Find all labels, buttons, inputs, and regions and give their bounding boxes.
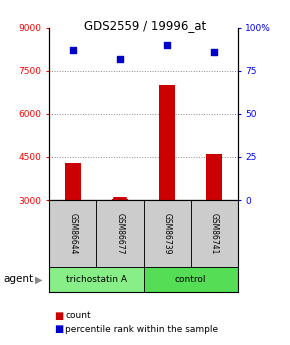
Text: ■: ■ [54, 325, 63, 334]
Text: GSM86677: GSM86677 [115, 213, 124, 255]
Text: control: control [175, 275, 206, 284]
Bar [96, 200, 144, 267]
Bar [112, 199, 128, 200]
Bar [206, 154, 222, 200]
Bar [65, 163, 81, 200]
Bar [144, 200, 191, 267]
Text: count: count [65, 311, 91, 320]
Bar [144, 267, 238, 292]
Point [118, 56, 122, 61]
Point [70, 47, 75, 53]
Text: ▶: ▶ [35, 275, 43, 284]
Text: percentile rank within the sample: percentile rank within the sample [65, 325, 218, 334]
Text: ■: ■ [54, 311, 63, 321]
Point [165, 42, 169, 48]
Bar [49, 267, 144, 292]
Text: GSM86739: GSM86739 [163, 213, 172, 255]
Point [212, 49, 217, 55]
Bar [191, 200, 238, 267]
Text: GSM86644: GSM86644 [68, 213, 77, 255]
Bar [159, 85, 175, 200]
Text: GSM86741: GSM86741 [210, 213, 219, 254]
Text: GDS2559 / 19996_at: GDS2559 / 19996_at [84, 19, 206, 32]
Bar [49, 200, 96, 267]
Text: agent: agent [3, 275, 33, 284]
Text: trichostatin A: trichostatin A [66, 275, 127, 284]
